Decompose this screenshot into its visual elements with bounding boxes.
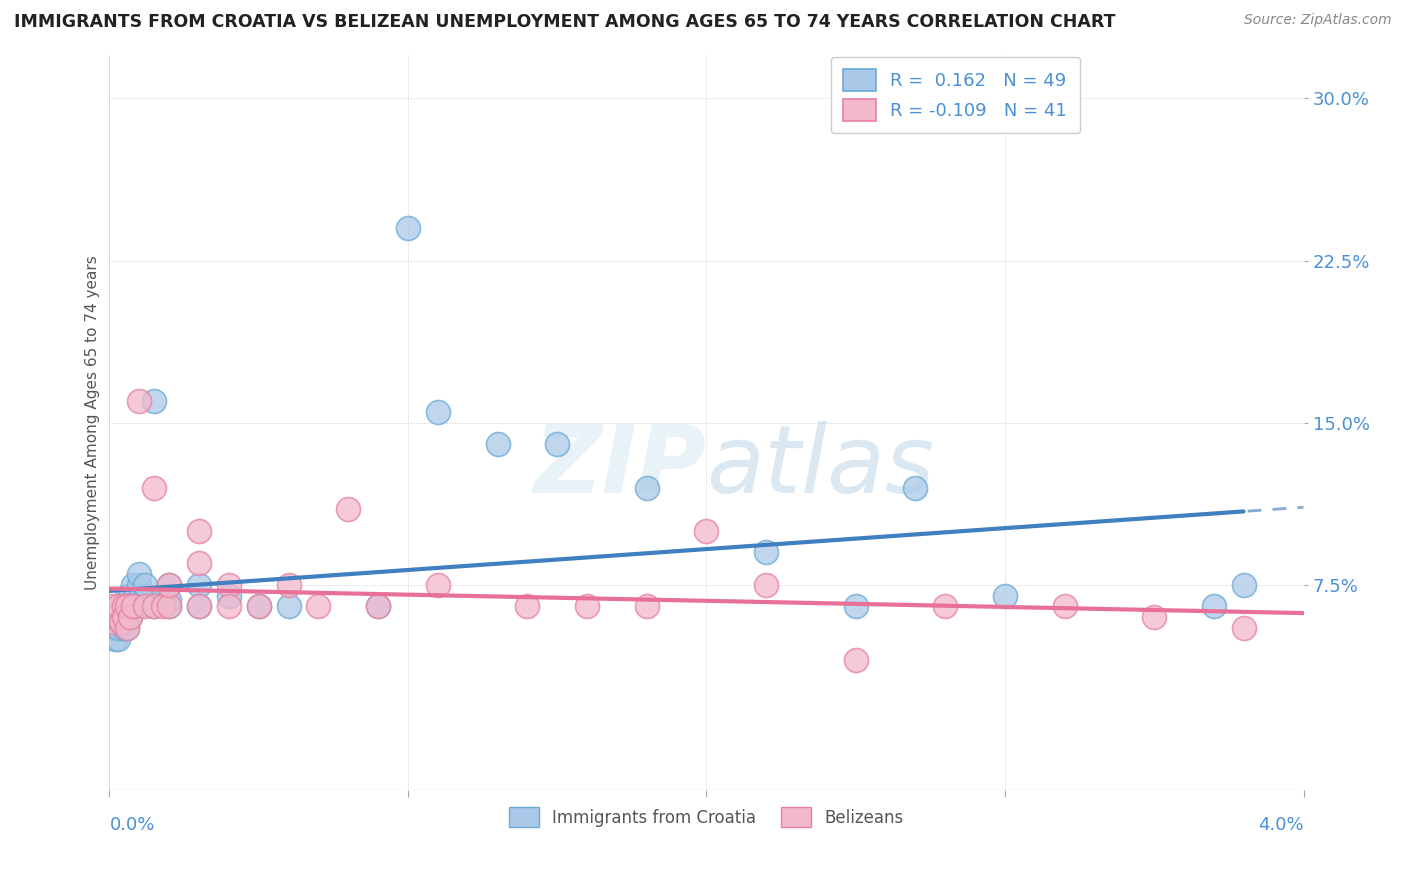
Point (112, 621, 135, 635)
Point (110, 606, 132, 620)
Point (755, 545, 778, 559)
Point (934, 599, 956, 614)
Point (247, 599, 270, 614)
Point (277, 578, 299, 592)
Point (117, 610, 139, 624)
Point (120, 610, 142, 624)
Text: atlas: atlas (706, 421, 935, 512)
Point (143, 599, 166, 614)
Point (188, 578, 211, 592)
Text: IMMIGRANTS FROM CROATIA VS BELIZEAN UNEMPLOYMENT AMONG AGES 65 TO 74 YEARS CORRE: IMMIGRANTS FROM CROATIA VS BELIZEAN UNEM… (14, 13, 1115, 31)
Point (1233, 621, 1256, 635)
Point (218, 599, 240, 614)
Point (128, 394, 150, 409)
Point (107, 621, 129, 635)
Point (904, 481, 927, 495)
Point (152, 599, 174, 614)
Point (157, 593, 180, 607)
Point (188, 556, 211, 570)
Point (107, 599, 129, 614)
Point (122, 578, 145, 592)
Point (636, 599, 658, 614)
Point (107, 632, 129, 646)
Point (100, 610, 122, 624)
Point (845, 653, 868, 667)
Point (120, 589, 142, 603)
Point (122, 599, 145, 614)
Legend: Immigrants from Croatia, Belizeans: Immigrants from Croatia, Belizeans (502, 801, 911, 833)
Point (112, 610, 135, 624)
Point (157, 599, 180, 614)
Point (1202, 599, 1225, 614)
Point (152, 589, 174, 603)
Point (218, 578, 240, 592)
Point (117, 621, 139, 635)
Point (112, 599, 135, 614)
Text: 4.0%: 4.0% (1258, 816, 1303, 834)
Point (143, 599, 166, 614)
Point (486, 437, 509, 451)
Point (307, 599, 329, 614)
Point (367, 599, 389, 614)
Point (426, 405, 449, 419)
Point (117, 621, 139, 635)
Point (112, 610, 135, 624)
Point (755, 578, 778, 592)
Y-axis label: Unemployment Among Ages 65 to 74 years: Unemployment Among Ages 65 to 74 years (86, 255, 100, 590)
Point (134, 599, 156, 614)
Point (845, 599, 868, 614)
Point (143, 394, 166, 409)
Point (337, 502, 360, 516)
Point (994, 589, 1017, 603)
Point (112, 599, 135, 614)
Point (100, 615, 122, 629)
Point (1233, 578, 1256, 592)
Point (101, 606, 124, 620)
Point (110, 615, 132, 629)
Point (128, 578, 150, 592)
Point (426, 578, 449, 592)
Text: Source: ZipAtlas.com: Source: ZipAtlas.com (1244, 13, 1392, 28)
Point (1053, 599, 1076, 614)
Point (367, 599, 389, 614)
Point (134, 589, 156, 603)
Point (120, 599, 142, 614)
Point (1143, 610, 1166, 624)
Point (188, 599, 211, 614)
Point (218, 589, 240, 603)
Point (101, 615, 124, 629)
Point (157, 578, 180, 592)
Point (143, 481, 166, 495)
Point (128, 599, 150, 614)
Point (107, 610, 129, 624)
Point (128, 566, 150, 581)
Point (107, 599, 129, 614)
Text: 0.0%: 0.0% (110, 816, 155, 834)
Point (157, 599, 180, 614)
Point (277, 599, 299, 614)
Point (101, 599, 124, 614)
Point (188, 599, 211, 614)
Point (636, 481, 658, 495)
Point (120, 610, 142, 624)
Point (101, 621, 124, 635)
Point (157, 578, 180, 592)
Point (396, 221, 419, 235)
Point (516, 599, 538, 614)
Point (110, 615, 132, 629)
Point (104, 632, 127, 646)
Point (576, 599, 599, 614)
Point (188, 524, 211, 538)
Point (247, 599, 270, 614)
Point (122, 599, 145, 614)
Point (117, 589, 139, 603)
Point (546, 437, 568, 451)
Point (117, 599, 139, 614)
Point (695, 524, 717, 538)
Point (134, 578, 156, 592)
Point (104, 610, 127, 624)
Point (104, 610, 127, 624)
Text: ZIP: ZIP (534, 421, 706, 513)
